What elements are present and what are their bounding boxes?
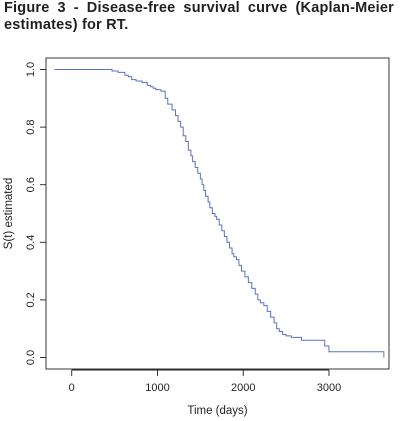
y-tick-label: 0.8 [25,119,37,134]
figure-caption: Figure 3 - Disease-free survival curve (… [4,0,394,33]
survival-curve [54,69,385,358]
x-tick-label: 2000 [231,382,255,394]
y-tick-label: 0.4 [25,235,37,250]
y-tick-label: 1.0 [25,62,37,77]
x-axis: 0 1000 2000 3000 [69,369,341,394]
y-tick-label: 0.0 [25,350,37,365]
y-axis-title: S(t) estimated [3,178,15,250]
y-tick-label: 0.6 [25,177,37,192]
x-axis-title: Time (days) [187,405,247,417]
survival-step-line [54,69,385,358]
plot-frame [45,57,390,370]
x-tick-label: 0 [69,382,75,394]
x-tick-label: 1000 [145,382,169,394]
y-tick-label: 0.2 [25,292,37,307]
y-axis: 0.0 0.2 0.4 0.6 0.8 1.0 [25,62,46,365]
x-tick-label: 3000 [317,382,341,394]
plot-border [45,57,390,370]
